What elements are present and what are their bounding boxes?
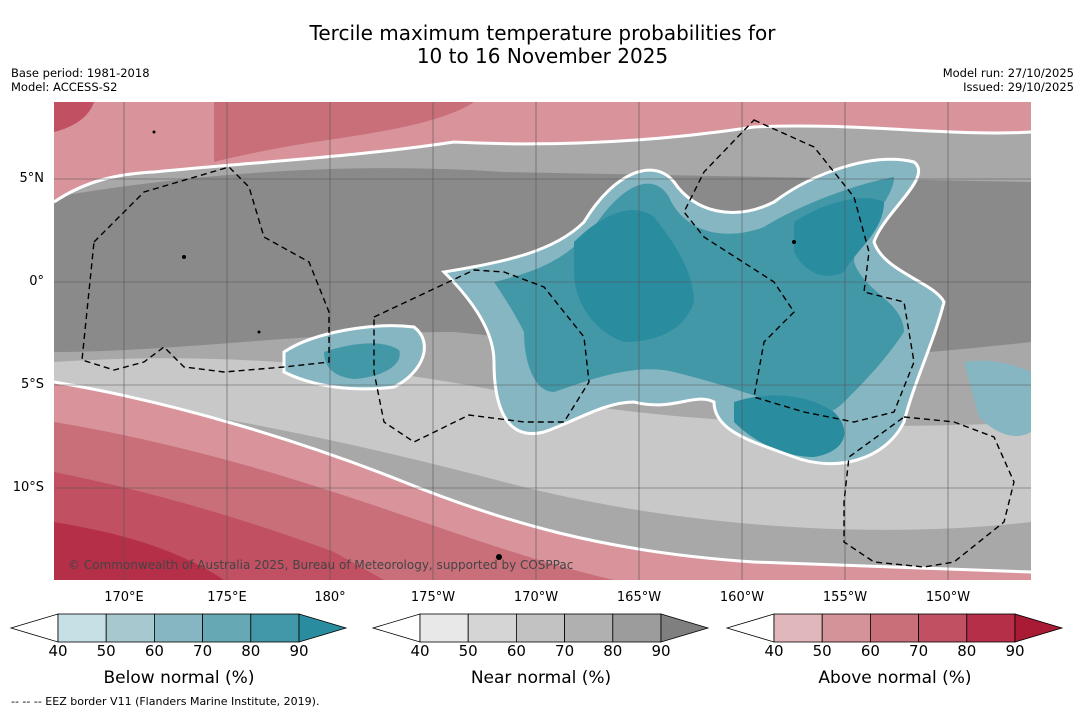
colorbar-above-segment bbox=[821, 613, 871, 643]
model-run: Model run: 27/10/2025 bbox=[942, 66, 1074, 80]
colorbar-above-tick: 40 bbox=[764, 642, 784, 660]
below-normal-east-region bbox=[964, 360, 1031, 437]
lon-label-150w: 150°W bbox=[925, 590, 971, 605]
lon-label-175e: 175°E bbox=[207, 590, 247, 605]
gridlines bbox=[54, 102, 1031, 580]
copyright-notice: © Commonwealth of Australia 2025, Bureau… bbox=[68, 558, 574, 572]
colorbar-near-segment bbox=[564, 613, 614, 643]
colorbar-title-above: Above normal (%) bbox=[818, 668, 972, 688]
colorbar-near-segment bbox=[516, 613, 566, 643]
colorbar-above-right-extend bbox=[1014, 613, 1064, 643]
colorbar-below-segment bbox=[57, 613, 107, 643]
lon-label-170w: 170°W bbox=[513, 590, 559, 605]
colorbar-near-segment bbox=[612, 613, 662, 643]
colorbar-above-left-extend bbox=[725, 613, 775, 643]
colorbar-above-segment bbox=[966, 613, 1016, 643]
colorbar-below-tick: 50 bbox=[96, 642, 116, 660]
colorbar-title-near: Near normal (%) bbox=[470, 668, 612, 688]
lon-label-175w: 175°W bbox=[410, 590, 456, 605]
colorbar-near-segment bbox=[419, 613, 469, 643]
colorbar-above-segment bbox=[870, 613, 920, 643]
model-name: Model: ACCESS-S2 bbox=[11, 80, 118, 94]
colorbar-below-segment bbox=[202, 613, 252, 643]
lon-label-180: 180° bbox=[314, 590, 346, 605]
colorbar-near-segment bbox=[467, 613, 517, 643]
colorbar-above-tick: 60 bbox=[860, 642, 880, 660]
lat-label-10s: 10°S bbox=[12, 480, 44, 495]
lon-label-155w: 155°W bbox=[822, 590, 868, 605]
colorbar-near-tick: 60 bbox=[506, 642, 526, 660]
near-normal-light-region bbox=[54, 358, 1031, 530]
eez-footnote: -- -- -- EEZ border V11 (Flanders Marine… bbox=[11, 695, 320, 708]
colorbar-above-segment bbox=[918, 613, 968, 643]
colorbar-below-left-extend bbox=[9, 613, 59, 643]
above-normal-bottom-core bbox=[54, 522, 224, 580]
meta-right: Model run: 27/10/2025 Issued: 29/10/2025 bbox=[943, 66, 1074, 94]
colorbar-below-segment bbox=[250, 613, 300, 643]
lat-label-5n: 5°N bbox=[19, 171, 45, 186]
colorbar-title-below: Below normal (%) bbox=[103, 668, 255, 688]
colorbar-near-tick: 80 bbox=[603, 642, 623, 660]
contour-west bbox=[282, 324, 426, 391]
islands bbox=[152, 130, 796, 560]
below-normal-core-north bbox=[794, 198, 884, 276]
colorbar-below-segment bbox=[105, 613, 155, 643]
colorbar-below-tick: 40 bbox=[48, 642, 68, 660]
colorbar-near-tick: 40 bbox=[410, 642, 430, 660]
title-line-1: Tercile maximum temperature probabilitie… bbox=[309, 21, 776, 45]
colorbar-above-tick: 80 bbox=[957, 642, 977, 660]
contour-central bbox=[440, 157, 946, 465]
eez-borders bbox=[81, 119, 1015, 568]
lon-label-170e: 170°E bbox=[104, 590, 144, 605]
lat-label-0: 0° bbox=[29, 274, 44, 289]
probability-map bbox=[54, 102, 1031, 580]
colorbar-near-tick: 50 bbox=[458, 642, 478, 660]
colorbar-above-tick: 50 bbox=[812, 642, 832, 660]
above-normal-top-left bbox=[54, 102, 94, 132]
colorbar-above-tick: 70 bbox=[909, 642, 929, 660]
colorbar-above-segment bbox=[773, 613, 823, 643]
below-normal-west-inner bbox=[324, 343, 400, 379]
lat-label-5s: 5°S bbox=[20, 377, 44, 392]
colorbars bbox=[9, 613, 1064, 643]
contour-bottom bbox=[54, 380, 1031, 574]
colorbar-below-tick: 60 bbox=[144, 642, 164, 660]
meta-left: Base period: 1981-2018 Model: ACCESS-S2 bbox=[11, 66, 150, 94]
colorbar-below-tick: 80 bbox=[241, 642, 261, 660]
colorbar-below-right-extend bbox=[298, 613, 348, 643]
colorbar-near-left-extend bbox=[371, 613, 421, 643]
below-normal-core-south bbox=[734, 395, 845, 457]
contour-top bbox=[54, 124, 1031, 204]
colorbar-below-tick: 70 bbox=[193, 642, 213, 660]
above-normal-top-core bbox=[214, 102, 474, 162]
below-normal-core-west bbox=[574, 210, 694, 342]
colorbar-near-tick: 90 bbox=[651, 642, 671, 660]
issued-date: Issued: 29/10/2025 bbox=[963, 80, 1074, 94]
title-line-2: 10 to 16 November 2025 bbox=[416, 44, 669, 68]
colorbar-near-right-extend bbox=[660, 613, 710, 643]
colorbar-above-tick: 90 bbox=[1005, 642, 1025, 660]
map-title: Tercile maximum temperature probabilitie… bbox=[0, 22, 1085, 68]
colorbar-near-tick: 70 bbox=[555, 642, 575, 660]
colorbar-below-segment bbox=[153, 613, 203, 643]
base-period: Base period: 1981-2018 bbox=[11, 66, 150, 80]
lon-label-165w: 165°W bbox=[616, 590, 662, 605]
colorbar-below-tick: 90 bbox=[289, 642, 309, 660]
lon-label-160w: 160°W bbox=[719, 590, 765, 605]
